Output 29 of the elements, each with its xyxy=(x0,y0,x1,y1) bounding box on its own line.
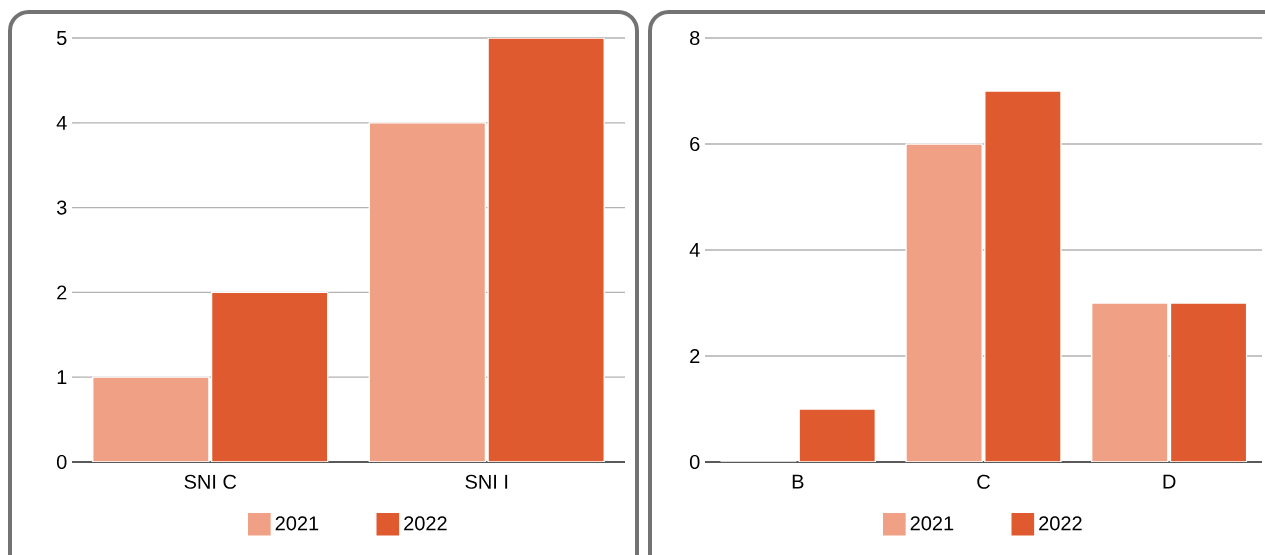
bar xyxy=(798,408,876,462)
y-tick-label: 4 xyxy=(56,115,67,130)
bar xyxy=(92,376,210,462)
legend-label: 2021 xyxy=(910,516,954,531)
y-tick-label: 5 xyxy=(56,31,67,45)
y-tick-label: 1 xyxy=(57,370,67,385)
bar xyxy=(210,291,329,462)
y-tick-label: 2 xyxy=(690,349,700,363)
y-tick-label: 4 xyxy=(689,243,700,257)
y-tick-label: 0 xyxy=(689,454,700,470)
legend-label: 2021 xyxy=(275,516,319,531)
legend-label: 2022 xyxy=(1039,516,1082,531)
bar xyxy=(1169,302,1248,462)
bar xyxy=(984,90,1062,462)
bar xyxy=(905,143,983,462)
bar xyxy=(1091,302,1169,462)
y-tick-label: 8 xyxy=(690,30,700,46)
legend-label: 2022 xyxy=(404,516,447,531)
y-tick-label: 3 xyxy=(56,200,67,215)
y-tick-label: 2 xyxy=(57,285,67,300)
x-tick-label: C xyxy=(977,474,990,489)
y-tick-label: 6 xyxy=(690,136,700,152)
x-tick-label: SNI I xyxy=(465,474,508,489)
x-tick-label: B xyxy=(792,474,804,489)
bar xyxy=(368,122,487,462)
x-tick-label: SNI C xyxy=(184,474,237,489)
bar xyxy=(487,38,605,462)
y-tick-label: 0 xyxy=(56,454,67,470)
x-tick-label: D xyxy=(1163,474,1176,489)
